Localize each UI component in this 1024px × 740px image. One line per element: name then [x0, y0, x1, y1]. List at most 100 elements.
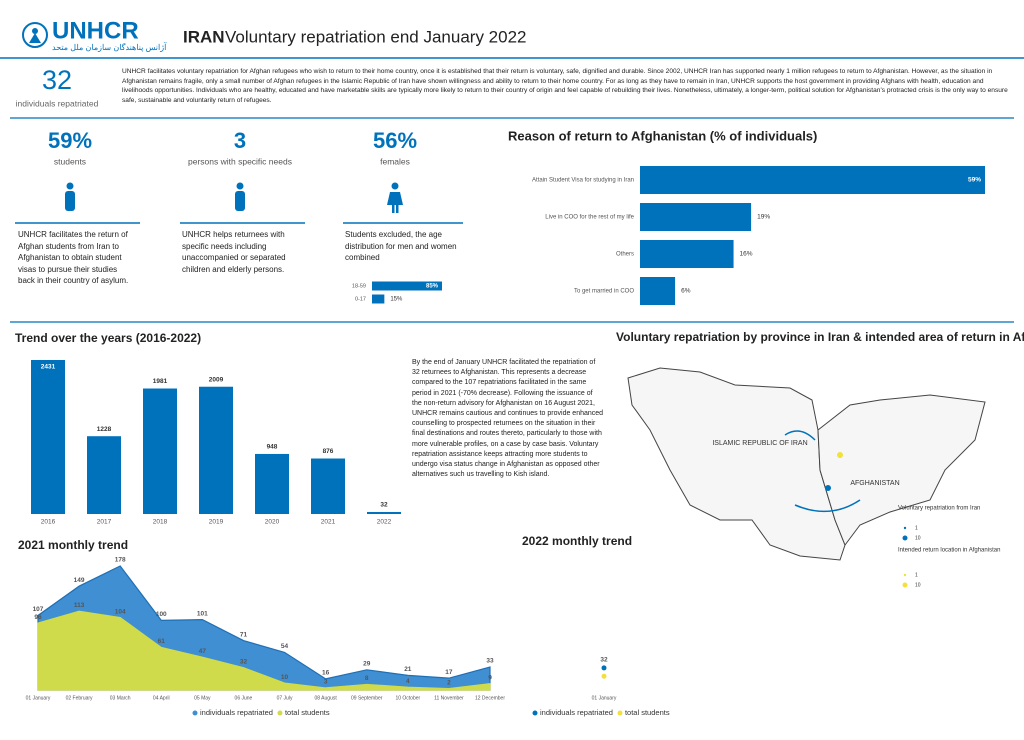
- value-label: 29: [363, 661, 371, 668]
- legend-dot: [192, 710, 198, 716]
- value-label: 59%: [968, 177, 981, 184]
- map-title: Voluntary repatriation by province in Ir…: [616, 330, 1024, 344]
- logo-sub: آژانس پناهندگان سازمان ملل متحد: [52, 42, 167, 52]
- logo-icon: [22, 22, 48, 48]
- value-label: 104: [115, 608, 126, 615]
- map-arrow: [794, 499, 861, 513]
- stat-note: UNHCR helps returnees with specific need…: [182, 230, 286, 274]
- bar: [31, 360, 65, 514]
- x-tick-label: 01 January: [26, 695, 51, 701]
- value-label: 149: [74, 577, 85, 584]
- map: [627, 367, 986, 561]
- legend-label: individuals repatriated: [540, 708, 613, 717]
- map-dot: [825, 485, 831, 491]
- value-label: 107: [33, 606, 44, 613]
- value-label: 33: [486, 658, 494, 665]
- x-tick-label: 04 April: [153, 695, 170, 701]
- intro-value: 32: [42, 65, 72, 95]
- value-label: 100: [156, 611, 167, 618]
- map-dot: [837, 452, 843, 458]
- value-label: 21: [404, 666, 412, 673]
- x-tick-label: 05 May: [194, 695, 211, 701]
- x-tick-label: 10 October: [395, 695, 420, 701]
- chart-title: 2022 monthly trend: [522, 534, 632, 548]
- value-label: 32: [380, 502, 388, 509]
- map-label: AFGHANISTAN: [850, 480, 899, 487]
- bar: [311, 458, 345, 514]
- value-label: 32: [240, 658, 248, 665]
- chart-title: Trend over the years (2016-2022): [15, 331, 201, 345]
- intro-label: individuals repatriated: [16, 98, 99, 108]
- bar: [87, 436, 121, 514]
- value-label: 10: [281, 674, 289, 681]
- intro-text: UNHCR facilitates voluntary repatriation…: [122, 68, 1008, 104]
- bar: [640, 203, 752, 231]
- value-label: 32: [600, 657, 608, 664]
- x-tick-label: 09 September: [351, 695, 383, 701]
- area: [37, 610, 491, 691]
- category-label: Others: [616, 252, 634, 258]
- x-tick-label: 2022: [377, 519, 392, 526]
- stat-value: 3: [234, 128, 246, 153]
- value-label: 2009: [209, 376, 224, 383]
- legend-dot: [902, 535, 908, 541]
- stat-label: females: [380, 156, 410, 166]
- legend-dot: [903, 526, 907, 530]
- value-label: 96: [34, 614, 42, 621]
- map-legend: Voluntary repatriation from Iran: [898, 506, 980, 512]
- value-label: 948: [267, 444, 278, 451]
- x-tick-label: 2018: [153, 519, 168, 526]
- bar: [640, 240, 734, 268]
- stat-note: UNHCR facilitates the return of Afghan s…: [18, 230, 129, 285]
- value-label: 1228: [97, 426, 112, 433]
- x-tick-label: 12 December: [475, 695, 505, 701]
- legend-dot: [903, 573, 907, 577]
- map-legend: 10: [915, 582, 921, 588]
- value-label: 113: [74, 602, 85, 609]
- map-legend: Intended return location in Afghanistan: [898, 548, 1000, 554]
- map-arrow: [784, 430, 816, 441]
- value-label: 6%: [681, 288, 691, 295]
- chart-title: 2021 monthly trend: [18, 538, 128, 552]
- x-tick-label: 2017: [97, 519, 112, 526]
- value-label: 17: [445, 669, 453, 676]
- value-label: 71: [240, 631, 248, 638]
- value-label: 9: [488, 674, 492, 681]
- x-tick-label: 01 January: [592, 695, 617, 701]
- legend-dot: [277, 710, 283, 716]
- bar: [640, 166, 985, 194]
- legend-label: total students: [625, 708, 670, 717]
- map-legend: 1: [915, 572, 918, 578]
- value-label: 3: [324, 679, 328, 686]
- x-tick-label: 2019: [209, 519, 224, 526]
- x-tick-label: 03 March: [110, 695, 131, 701]
- value-label: 8: [365, 675, 369, 682]
- value-label: 178: [115, 557, 126, 564]
- category-label: Attain Student Visa for studying in Iran: [532, 178, 634, 184]
- bar: [640, 277, 676, 305]
- stat-note: Students excluded, the age distribution …: [345, 230, 457, 262]
- legend-dot: [532, 710, 538, 716]
- value-label: 15%: [390, 297, 403, 303]
- point: [601, 673, 607, 679]
- bar: [199, 386, 233, 514]
- value-label: 1981: [153, 378, 168, 385]
- x-tick-label: 2021: [321, 519, 336, 526]
- bar: [372, 294, 385, 304]
- value-label: 61: [158, 638, 166, 645]
- map-legend: 10: [915, 535, 921, 541]
- bar: [367, 511, 401, 514]
- value-label: 47: [199, 648, 207, 655]
- stat-label: persons with specific needs: [188, 156, 292, 166]
- value-label: 876: [323, 448, 334, 455]
- value-label: 19%: [757, 214, 770, 221]
- value-label: 16%: [740, 251, 753, 258]
- legend-dot: [617, 710, 623, 716]
- stat-value: 59%: [48, 128, 92, 153]
- x-tick-label: 02 February: [66, 695, 93, 701]
- legend-label: total students: [285, 708, 330, 717]
- map-legend: 1: [915, 525, 918, 531]
- bar: [372, 281, 442, 291]
- value-label: 85%: [426, 284, 439, 290]
